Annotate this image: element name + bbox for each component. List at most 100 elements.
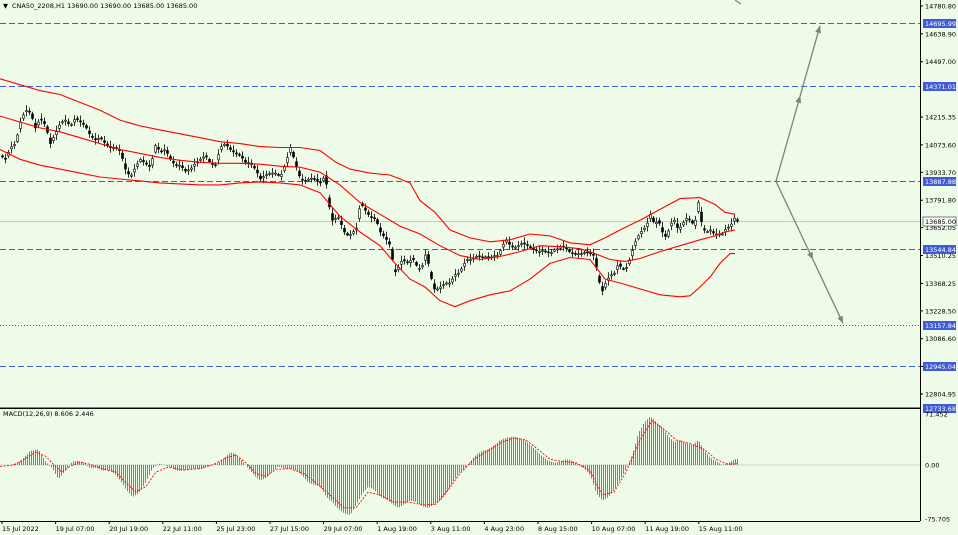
- price-tick-label: 13791.80: [925, 197, 956, 205]
- candle-body: [673, 219, 676, 222]
- candle-body: [190, 167, 193, 170]
- candle-body: [574, 253, 577, 255]
- candle-body: [262, 176, 265, 179]
- candle-body: [679, 226, 682, 230]
- candle-body: [208, 159, 211, 163]
- price-tick-label: 13368.25: [925, 280, 956, 288]
- candle-body: [439, 286, 442, 289]
- candle-body: [379, 227, 382, 233]
- candle-body: [520, 243, 523, 245]
- candle-body: [175, 164, 178, 166]
- candle-body: [406, 261, 409, 264]
- candle-body: [370, 216, 373, 218]
- candle-body: [394, 269, 397, 273]
- time-tick-label: 29 Jul 07:00: [324, 525, 363, 533]
- macd-tick-label: 71.452: [925, 411, 948, 419]
- candle-body: [340, 220, 343, 225]
- candle-body: [541, 250, 544, 252]
- projection-arrows[interactable]: [734, 0, 844, 324]
- time-tick-label: 19 Jul 07:00: [56, 525, 95, 533]
- candle-body: [73, 119, 76, 123]
- level-tag-label-1: 14371.01: [925, 83, 956, 91]
- candle-body: [307, 178, 310, 181]
- candle-body: [184, 169, 187, 172]
- candle-body: [667, 230, 670, 237]
- candle-body: [652, 217, 655, 223]
- current-price-tag: 13685.00: [925, 218, 956, 226]
- candle-body: [103, 140, 106, 143]
- candle-body: [544, 250, 547, 253]
- level-tag-label-4: 13157.84: [925, 322, 956, 330]
- candle-body: [130, 174, 133, 177]
- candle-body: [283, 166, 286, 171]
- time-tick-label: 22 Jul 11:00: [163, 525, 202, 533]
- candle-body: [181, 165, 184, 168]
- candle-body: [547, 251, 550, 254]
- candle-body: [517, 245, 520, 247]
- projection-up-midhead: [795, 95, 802, 104]
- candle-body: [202, 156, 205, 159]
- time-tick-label: 4 Aug 23:00: [484, 525, 524, 533]
- candle-body: [427, 254, 430, 264]
- candle-body: [484, 256, 487, 259]
- collapse-arrow-icon[interactable]: ▼: [3, 2, 8, 10]
- candle-body: [553, 249, 556, 252]
- candle-body: [106, 143, 109, 146]
- candle-body: [592, 254, 595, 256]
- bollinger-middle: [0, 115, 736, 262]
- candle-body: [235, 152, 238, 155]
- candle-body: [454, 274, 457, 277]
- candle-body: [706, 231, 709, 233]
- candle-body: [265, 174, 268, 176]
- candle-body: [238, 154, 241, 156]
- candle-body: [604, 283, 607, 288]
- candle-body: [364, 207, 367, 211]
- macd-panel: [0, 417, 920, 515]
- candle-body: [337, 217, 340, 219]
- candle-body: [442, 284, 445, 286]
- candle-body: [274, 172, 277, 175]
- candle-body: [352, 231, 355, 234]
- candle-body: [691, 220, 694, 224]
- level-tag-label-0: 14695.99: [925, 20, 956, 28]
- candle-body: [457, 272, 460, 275]
- candle-body: [25, 110, 28, 112]
- candle-body: [664, 233, 667, 237]
- candle-body: [13, 144, 16, 146]
- candle-body: [1, 155, 4, 158]
- candle-body: [148, 164, 151, 167]
- level-tag-label-5: 12945.04: [925, 363, 956, 371]
- candle-body: [382, 233, 385, 236]
- candle-body: [487, 256, 490, 259]
- candle-body: [508, 241, 511, 245]
- macd-signal-line: [0, 420, 738, 509]
- candle-body: [622, 268, 625, 270]
- candle-body: [700, 211, 703, 223]
- candle-body: [535, 249, 538, 252]
- price-tick-label: 14215.35: [925, 114, 956, 122]
- candle-body: [52, 137, 55, 141]
- candle-body: [157, 147, 160, 150]
- projection-up-arrowhead: [815, 25, 821, 34]
- candle-body: [154, 145, 157, 153]
- candle-body: [688, 218, 691, 221]
- candle-body: [76, 118, 79, 121]
- candle-body: [676, 223, 679, 228]
- candle-body: [22, 114, 25, 119]
- candle-body: [85, 125, 88, 129]
- candle-body: [91, 135, 94, 138]
- candle-body: [730, 223, 733, 227]
- candle-body: [646, 222, 649, 227]
- candle-body: [301, 178, 304, 181]
- candle-body: [304, 180, 307, 182]
- time-tick-label: 15 Jul 2022: [2, 525, 39, 533]
- candle-body: [193, 164, 196, 167]
- candle-body: [160, 150, 163, 153]
- horizontal-levels[interactable]: [0, 23, 920, 409]
- candle-body: [709, 229, 712, 232]
- time-tick-label: 20 Jul 19:00: [109, 525, 148, 533]
- candle-body: [532, 248, 535, 250]
- price-axis: 14780.80 14638.90 14497.00 14215.35 14073.60…: [920, 3, 956, 399]
- candle-body: [499, 250, 502, 255]
- candle-body: [529, 246, 532, 249]
